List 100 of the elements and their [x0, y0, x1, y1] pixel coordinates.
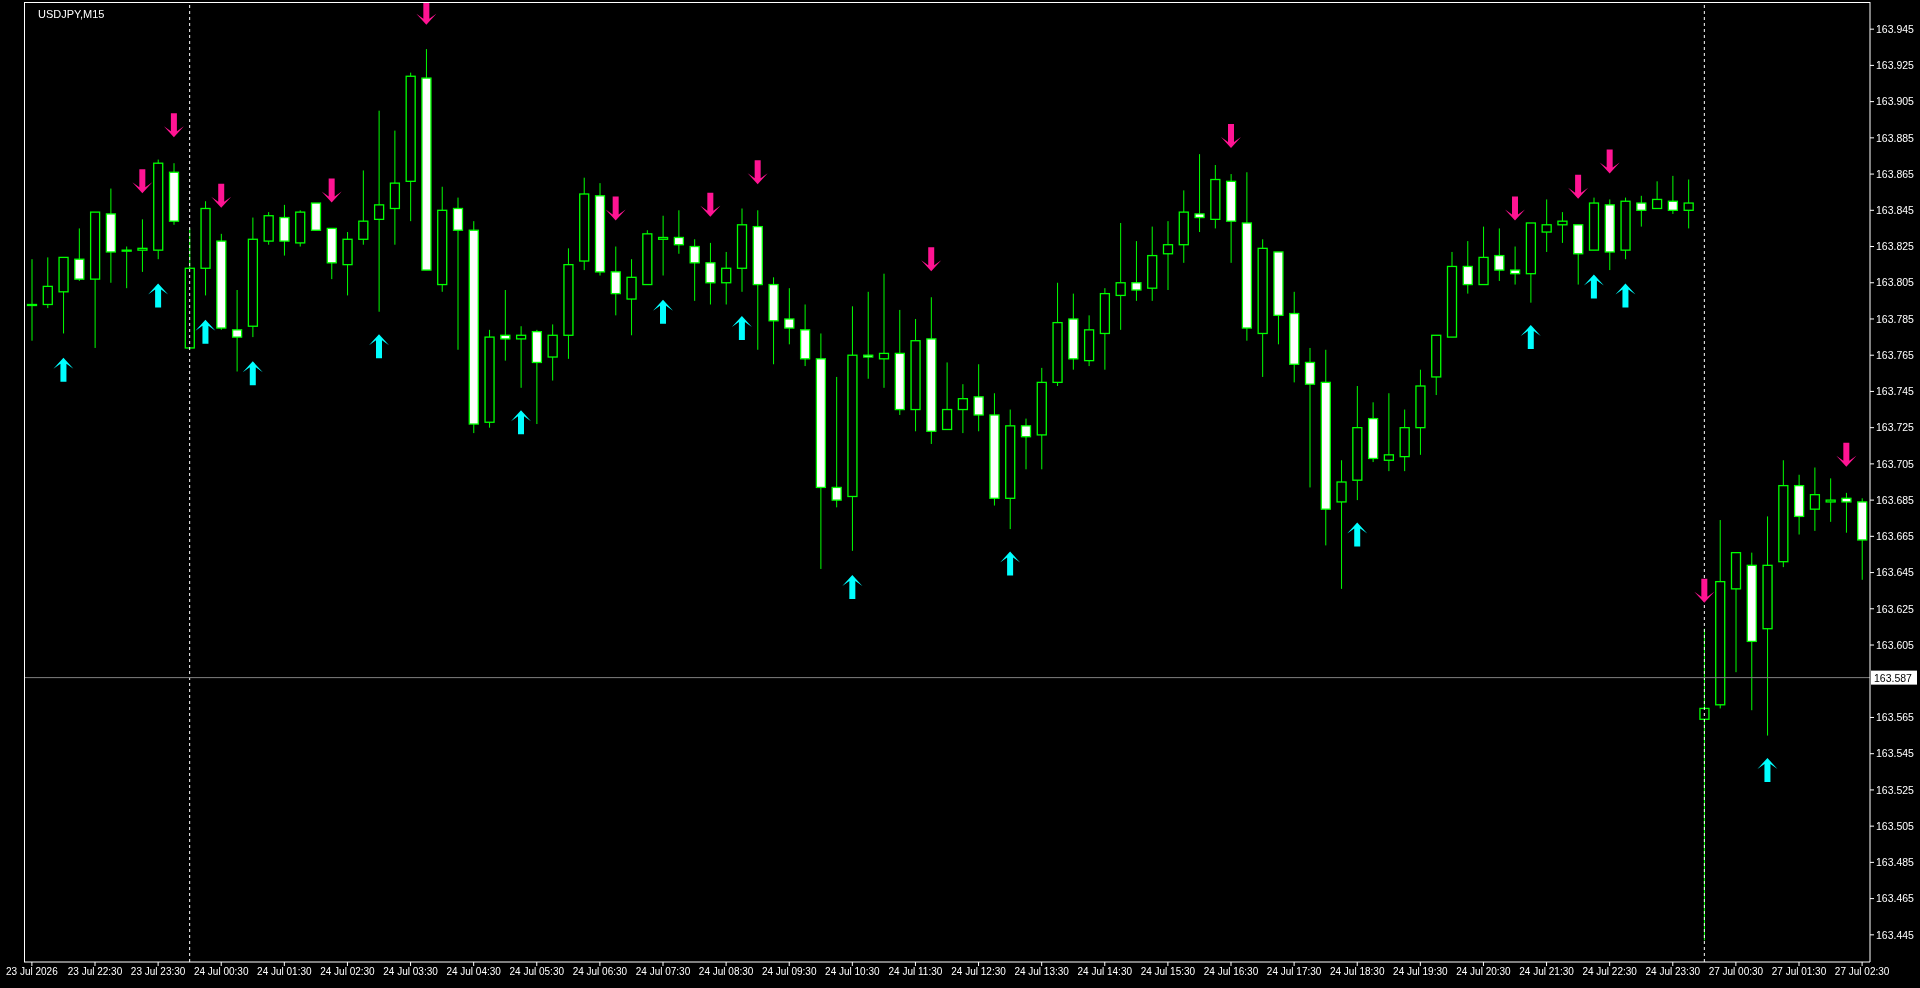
candlestick — [1383, 392, 1395, 472]
candlestick — [863, 291, 874, 380]
candlestick — [74, 227, 85, 282]
y-tick-label: 163.505 — [1876, 819, 1915, 832]
y-tick-label: 163.465 — [1876, 892, 1915, 905]
point — [1000, 551, 1021, 576]
point — [211, 183, 232, 208]
y-tick-label: 163.865 — [1876, 167, 1915, 180]
x-tick-label: 24 Jul 13:30 — [1014, 966, 1070, 978]
candlestick — [957, 383, 969, 434]
x-tick-label: 24 Jul 06:30 — [572, 966, 628, 978]
point — [511, 410, 531, 435]
x-tick-label: 24 Jul 15:30 — [1140, 966, 1196, 978]
x-tick-label: 23 Jul 23:30 — [130, 966, 186, 978]
candlestick — [42, 256, 53, 309]
candlestick — [657, 215, 669, 277]
candlestick — [547, 323, 558, 382]
candlestick — [784, 287, 795, 345]
candlestick — [500, 289, 511, 362]
point — [132, 169, 153, 194]
point — [416, 2, 437, 25]
point — [1694, 578, 1715, 603]
x-tick-label: 27 Jul 00:30 — [1708, 966, 1764, 978]
x-tick-label: 27 Jul 01:30 — [1771, 966, 1827, 978]
candlestick — [1194, 153, 1205, 233]
point — [1836, 442, 1857, 467]
y-tick-label: 163.765 — [1876, 348, 1915, 361]
candlestick — [26, 258, 38, 342]
candlestick — [1494, 227, 1505, 282]
x-tick-label: 24 Jul 10:30 — [825, 966, 881, 978]
y-tick-label: 163.745 — [1876, 385, 1915, 398]
y-tick-label: 163.825 — [1876, 240, 1915, 253]
candlestick — [1809, 467, 1821, 532]
point — [653, 299, 673, 324]
candlestick — [1541, 198, 1552, 253]
point — [148, 283, 169, 308]
y-tick-label: 163.545 — [1876, 747, 1915, 760]
candlestick — [279, 204, 290, 257]
y-tick-label: 163.925 — [1876, 59, 1915, 72]
point — [731, 316, 752, 341]
point — [242, 361, 263, 386]
y-tick-label: 163.605 — [1876, 638, 1915, 651]
y-tick-label: 163.645 — [1876, 566, 1915, 579]
point — [1615, 283, 1636, 308]
point — [747, 160, 768, 185]
text: USDJPY,M15 — [38, 8, 105, 20]
y-tick-label: 163.665 — [1876, 530, 1915, 543]
x-tick-label: 24 Jul 20:30 — [1456, 966, 1512, 978]
candlestick — [721, 251, 732, 305]
x-tick-label: 24 Jul 16:30 — [1203, 966, 1259, 978]
candlestick — [1841, 492, 1852, 534]
candlestick — [1162, 220, 1174, 291]
point — [700, 192, 721, 217]
candlestick — [610, 246, 621, 316]
candlestick — [1557, 211, 1568, 244]
candlestick — [121, 246, 132, 289]
y-tick-label: 163.805 — [1876, 276, 1915, 289]
x-tick-label: 24 Jul 07:30 — [635, 966, 691, 978]
y-tick-label: 163.905 — [1876, 95, 1915, 108]
x-tick-label: 23 Jul 22:30 — [67, 966, 123, 978]
point — [195, 319, 216, 344]
x-tick-label: 24 Jul 12:30 — [951, 966, 1007, 978]
y-tick-label: 163.625 — [1876, 602, 1915, 615]
point — [1221, 124, 1241, 149]
x-tick-label: 24 Jul 01:30 — [257, 966, 313, 978]
point — [1599, 149, 1620, 174]
candlestick — [1667, 175, 1679, 215]
candlestick — [1115, 222, 1126, 331]
candlestick — [689, 238, 700, 302]
y-tick-label: 163.725 — [1876, 421, 1915, 434]
y-tick-label: 163.445 — [1876, 928, 1915, 941]
y-tick-label: 163.525 — [1876, 783, 1915, 796]
ref-line-label: 163.587 — [1874, 671, 1913, 684]
candlestick — [941, 361, 953, 431]
y-tick-label: 163.845 — [1876, 204, 1915, 217]
candlestick — [705, 242, 716, 305]
candlestick — [1304, 347, 1316, 488]
candlestick — [1131, 240, 1142, 302]
point — [53, 357, 74, 382]
x-tick-label: 24 Jul 14:30 — [1077, 966, 1133, 978]
point — [1757, 758, 1778, 782]
candlestick — [1651, 180, 1663, 210]
point — [1568, 174, 1589, 199]
candlestick — [973, 363, 984, 432]
x-tick-label: 23 Jul 2026 — [6, 966, 59, 978]
x-tick-label: 24 Jul 04:30 — [446, 966, 502, 978]
x-tick-label: 24 Jul 21:30 — [1519, 966, 1575, 978]
point — [369, 334, 389, 359]
y-tick-label: 163.785 — [1876, 312, 1915, 325]
x-tick-label: 24 Jul 19:30 — [1393, 966, 1449, 978]
point — [921, 247, 942, 272]
y-tick-label: 163.485 — [1876, 856, 1915, 869]
x-tick-label: 27 Jul 02:30 — [1834, 966, 1890, 978]
point — [842, 575, 863, 600]
point — [1347, 522, 1368, 547]
x-tick-label: 24 Jul 05:30 — [509, 966, 565, 978]
candlestick — [1683, 179, 1694, 229]
point — [605, 196, 626, 221]
candlestick — [1509, 246, 1521, 286]
point — [1520, 325, 1541, 350]
